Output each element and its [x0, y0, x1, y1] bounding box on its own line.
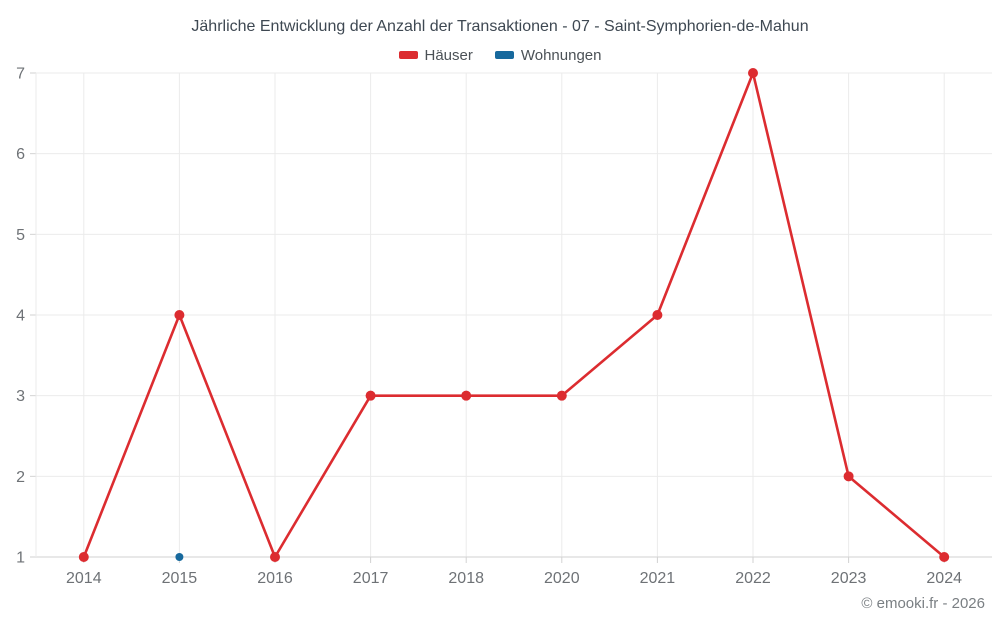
data-point-wohnungen-2015[interactable] [175, 553, 184, 561]
legend: Häuser Wohnungen [0, 45, 1000, 65]
data-point-h-user-2018[interactable] [461, 390, 472, 401]
x-tick-label: 2016 [257, 570, 293, 587]
data-point-h-user-2017[interactable] [365, 390, 376, 401]
x-tick-label: 2023 [831, 570, 867, 587]
copyright: © emooki.fr - 2026 [861, 595, 985, 612]
x-tick-label: 2017 [353, 570, 389, 587]
legend-label-hauser: Häuser [424, 46, 473, 64]
x-tick-label: 2022 [735, 570, 771, 587]
data-point-h-user-2015[interactable] [174, 310, 185, 320]
series-line-h-user [82, 71, 946, 559]
y-tick-label: 6 [16, 146, 25, 163]
data-point-h-user-2022[interactable] [748, 68, 758, 78]
y-tick-label: 2 [16, 469, 25, 486]
data-point-h-user-2020[interactable] [556, 390, 567, 401]
legend-swatch-hauser-icon [398, 51, 418, 59]
data-point-h-user-2016[interactable] [270, 552, 280, 562]
data-point-h-user-2024[interactable] [939, 552, 950, 562]
data-point-h-user-2023[interactable] [843, 471, 854, 482]
x-tick-label: 2024 [926, 570, 962, 587]
x-tick-label: 2020 [544, 570, 580, 587]
legend-swatch-wohnungen-icon [494, 51, 514, 59]
legend-item-hauser[interactable]: Häuser [398, 46, 473, 64]
data-point-h-user-2014[interactable] [78, 552, 89, 562]
y-tick-label: 1 [16, 550, 25, 567]
y-tick-label: 3 [16, 388, 25, 405]
x-tick-label: 2015 [162, 570, 198, 587]
data-point-h-user-2021[interactable] [652, 310, 663, 320]
x-tick-label: 2018 [448, 570, 484, 587]
x-tick-label: 2021 [640, 570, 676, 587]
y-tick-label: 7 [16, 66, 25, 83]
x-tick-label: 2014 [66, 570, 102, 587]
y-tick-label: 4 [16, 308, 25, 325]
legend-item-wohnungen[interactable]: Wohnungen [494, 46, 602, 64]
chart-title: Jährliche Entwicklung der Anzahl der Tra… [191, 18, 809, 35]
y-tick-label: 5 [16, 227, 25, 244]
legend-label-wohnungen: Wohnungen [520, 46, 602, 64]
